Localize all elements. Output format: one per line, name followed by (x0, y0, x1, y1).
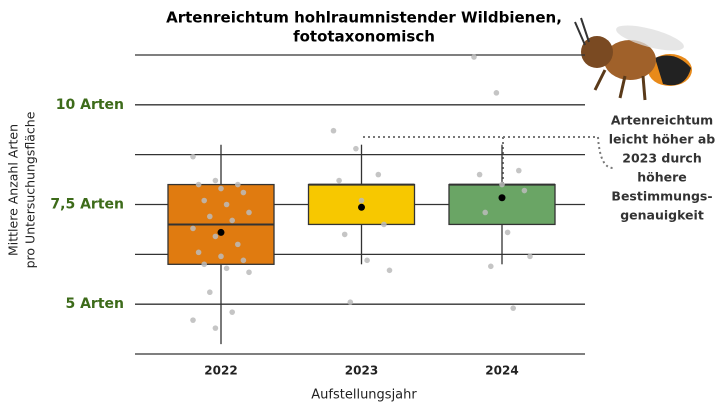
data-point (505, 230, 511, 236)
data-point (488, 264, 494, 270)
data-point (196, 182, 202, 188)
data-point (342, 232, 348, 238)
data-point (201, 262, 207, 268)
data-point (224, 202, 230, 208)
data-point (364, 258, 370, 264)
data-point (246, 269, 252, 275)
data-point (348, 299, 354, 305)
y-axis-label: Mittlere Anzahl Arten pro Untersuchungsf… (6, 111, 38, 268)
annotation-line: genauigkeit (620, 208, 704, 223)
data-point (218, 254, 224, 260)
data-point (527, 254, 533, 260)
data-point (213, 325, 219, 331)
data-point (471, 54, 477, 60)
data-point (190, 317, 196, 323)
chart-title: Artenreichtum hohlraumnistender Wildbien… (166, 9, 562, 27)
annotation-line: leicht höher ab (609, 132, 715, 147)
data-point (477, 172, 483, 178)
annotation-line: 2023 durch (622, 151, 701, 166)
chart: Artenreichtum hohlraumnistender Wildbien… (0, 0, 718, 406)
data-point (359, 198, 365, 204)
data-point (353, 146, 359, 152)
data-point (482, 210, 488, 216)
box (449, 185, 555, 225)
data-point (196, 250, 202, 256)
y-tick-label: 7,5 Arten (50, 197, 124, 213)
mean-marker (358, 204, 365, 211)
data-point (229, 309, 235, 315)
y-tick-label: 5 Arten (65, 296, 124, 312)
x-axis-label: Aufstellungsjahr (311, 388, 417, 403)
data-point (494, 90, 500, 96)
data-point (336, 178, 342, 184)
annotation-line: Artenreichtum (611, 113, 713, 128)
data-point (241, 190, 247, 196)
data-point (516, 168, 522, 174)
chart-title: fototaxonomisch (293, 28, 435, 46)
y-axis-label-line: Mittlere Anzahl Arten (6, 124, 21, 256)
data-point (246, 210, 252, 216)
data-point (201, 198, 207, 204)
data-point (510, 305, 516, 311)
data-point (331, 128, 337, 134)
bee-illustration (575, 18, 692, 100)
data-point (381, 222, 387, 228)
mean-marker (499, 194, 506, 201)
data-point (213, 234, 219, 240)
data-point (224, 266, 230, 272)
data-point (376, 172, 382, 178)
data-point (207, 214, 213, 220)
mean-marker (218, 229, 225, 236)
data-point (499, 182, 505, 188)
data-point (235, 182, 241, 188)
data-point (522, 188, 528, 194)
data-point (241, 258, 247, 264)
x-tick-label: 2022 (204, 364, 237, 378)
data-point (207, 289, 213, 295)
y-axis-label-line: pro Untersuchungsfläche (23, 111, 38, 268)
data-point (218, 186, 224, 192)
annotation-connector (363, 137, 613, 168)
annotation: Artenreichtum leicht höher ab 2023 durch hö… (609, 113, 715, 223)
data-point (190, 226, 196, 232)
y-tick-label: 10 Arten (56, 97, 124, 113)
data-point (229, 218, 235, 224)
data-point (190, 154, 196, 160)
x-tick-label: 2023 (345, 364, 378, 378)
annotation-line: Bestimmungs- (611, 189, 712, 204)
annotation-line: höhere (637, 170, 687, 185)
data-point (235, 242, 241, 248)
data-point (387, 267, 393, 273)
data-point (213, 178, 219, 184)
x-tick-label: 2024 (485, 364, 518, 378)
